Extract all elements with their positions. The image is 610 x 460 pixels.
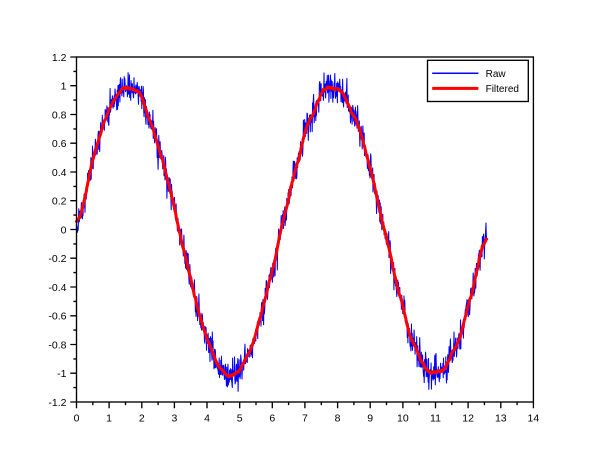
- svg-text:0.8: 0.8: [52, 109, 67, 121]
- svg-text:14: 14: [528, 413, 540, 425]
- svg-text:-0.6: -0.6: [48, 311, 66, 323]
- svg-text:6: 6: [269, 413, 275, 425]
- svg-text:12: 12: [462, 413, 474, 425]
- svg-text:Raw: Raw: [486, 69, 507, 80]
- svg-text:-1: -1: [57, 368, 66, 380]
- svg-text:11: 11: [430, 413, 441, 425]
- svg-text:1: 1: [106, 413, 112, 425]
- svg-text:-0.8: -0.8: [48, 339, 66, 351]
- svg-text:2: 2: [139, 413, 145, 425]
- svg-text:7: 7: [302, 413, 308, 425]
- svg-text:1: 1: [61, 81, 67, 93]
- svg-text:1.2: 1.2: [52, 52, 67, 64]
- svg-text:-0.4: -0.4: [48, 282, 66, 294]
- svg-text:Filtered: Filtered: [486, 84, 519, 95]
- svg-text:3: 3: [171, 413, 177, 425]
- svg-text:-0.2: -0.2: [48, 253, 66, 265]
- svg-text:0.4: 0.4: [52, 167, 67, 179]
- svg-text:9: 9: [367, 413, 373, 425]
- svg-text:0: 0: [74, 413, 80, 425]
- svg-text:13: 13: [495, 413, 507, 425]
- svg-text:5: 5: [237, 413, 243, 425]
- svg-text:4: 4: [204, 413, 210, 425]
- svg-text:-1.2: -1.2: [48, 397, 66, 409]
- svg-text:10: 10: [397, 413, 409, 425]
- svg-text:0.2: 0.2: [52, 196, 67, 208]
- svg-text:0.6: 0.6: [52, 138, 67, 150]
- svg-text:0: 0: [61, 224, 67, 236]
- svg-text:8: 8: [335, 413, 341, 425]
